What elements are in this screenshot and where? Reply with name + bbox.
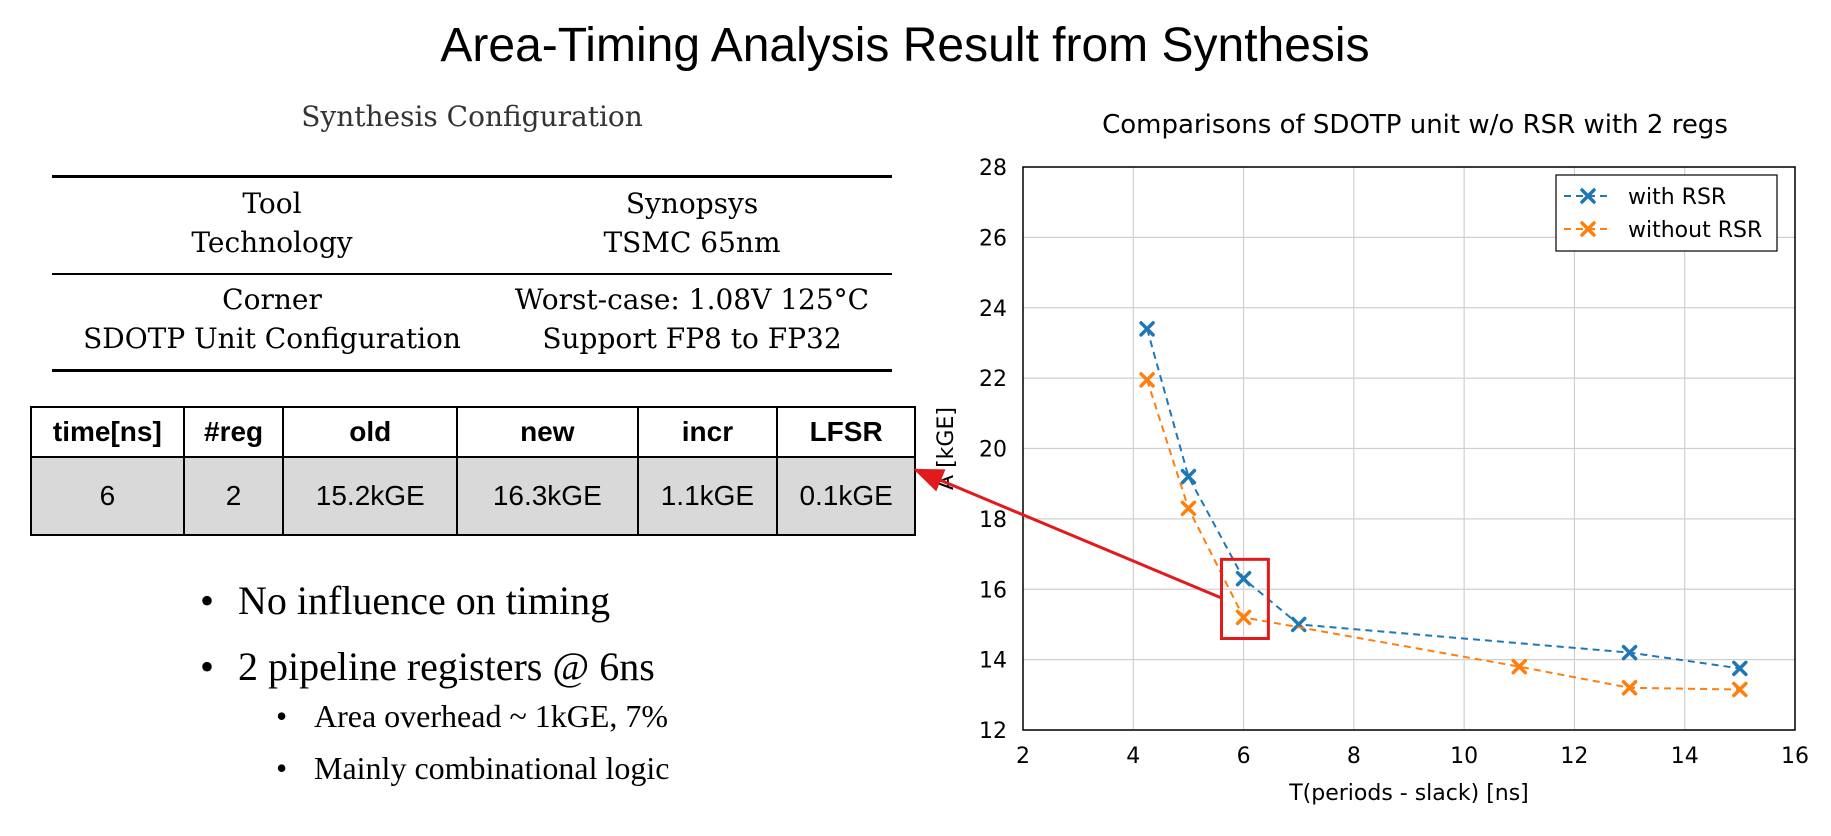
- results-cell-lfsr: 0.1kGE: [776, 456, 916, 536]
- slide-title: Area-Timing Analysis Result from Synthes…: [440, 19, 1370, 72]
- data-point: [1235, 570, 1252, 587]
- config-mid-rule: [52, 273, 892, 275]
- sub-bullet-item: • Mainly combinational logic: [276, 750, 669, 787]
- y-tick-label: 22: [979, 367, 1007, 392]
- results-header-row: time[ns] #reg old new incr LFSR: [30, 406, 916, 458]
- data-point: [1621, 644, 1638, 661]
- bullet-dot-icon: •: [276, 698, 288, 734]
- config-value-technology: TSMC 65nm: [603, 226, 781, 259]
- x-axis-label: T(periods - slack) [ns]: [1288, 781, 1529, 806]
- results-header-incr: incr: [636, 406, 779, 458]
- highlight-arrow: [913, 468, 1223, 600]
- data-point: [1621, 680, 1638, 696]
- y-tick-label: 28: [979, 156, 1007, 181]
- x-tick-label: 2: [1016, 744, 1030, 769]
- results-header-reg: #reg: [182, 406, 285, 458]
- y-tick-label: 18: [979, 508, 1007, 533]
- data-point: [1511, 658, 1528, 675]
- series-line: [1146, 328, 1740, 670]
- results-data-row: 6 2 15.2kGE 16.3kGE 1.1kGE 0.1kGE: [30, 456, 916, 536]
- legend-label: with RSR: [1628, 185, 1726, 210]
- x-tick-label: 16: [1781, 744, 1809, 769]
- results-header-old: old: [282, 406, 459, 458]
- series-without-rsr: [1139, 372, 1748, 698]
- results-cell-new: 16.3kGE: [456, 456, 639, 536]
- y-tick-label: 20: [979, 438, 1007, 463]
- data-point: [1180, 468, 1197, 485]
- results-cell-old: 15.2kGE: [282, 456, 459, 536]
- data-point: [1180, 500, 1197, 517]
- config-label-technology: Technology: [191, 226, 353, 259]
- legend-marker: [1580, 221, 1596, 237]
- config-label-tool: Tool: [242, 187, 302, 220]
- x-tick-label: 14: [1671, 744, 1699, 769]
- x-tick-label: 6: [1237, 744, 1251, 769]
- results-cell-incr: 1.1kGE: [636, 456, 779, 536]
- x-tick-label: 4: [1126, 744, 1140, 769]
- config-top-rule: [52, 175, 892, 178]
- y-tick-label: 14: [979, 649, 1007, 674]
- results-cell-time: 6: [30, 456, 185, 536]
- config-label-sdotp: SDOTP Unit Configuration: [83, 322, 461, 355]
- series-line: [1146, 379, 1740, 691]
- bullet-dot-icon: •: [200, 644, 215, 689]
- x-tick-label: 8: [1347, 744, 1361, 769]
- bullet-text: 2 pipeline registers @ 6ns: [238, 644, 655, 689]
- data-point: [1139, 321, 1155, 337]
- config-label-corner: Corner: [222, 283, 322, 316]
- highlight-box: [1220, 557, 1270, 641]
- y-tick-label: 12: [979, 719, 1007, 744]
- bullet-dot-icon: •: [276, 750, 288, 786]
- chart-legend: with RSR without RSR: [1555, 174, 1778, 252]
- data-point: [1139, 372, 1155, 388]
- y-tick-label: 26: [979, 226, 1007, 251]
- config-caption: Synthesis Configuration: [301, 100, 643, 133]
- bullet-text: No influence on timing: [238, 578, 611, 623]
- sub-bullet-text: Mainly combinational logic: [314, 750, 670, 786]
- chart-title: Comparisons of SDOTP unit w/o RSR with 2…: [1102, 110, 1728, 140]
- results-table: time[ns] #reg old new incr LFSR 6 2 15.2…: [30, 406, 916, 536]
- bullet-item: • No influence on timing: [200, 577, 610, 624]
- data-point: [1732, 660, 1748, 677]
- y-tick-label: 16: [979, 578, 1007, 603]
- bullet-item: • 2 pipeline registers @ 6ns: [200, 643, 655, 690]
- sub-bullet-text: Area overhead ~ 1kGE, 7%: [314, 698, 669, 734]
- config-value-sdotp: Support FP8 to FP32: [542, 322, 842, 355]
- data-point: [1235, 609, 1252, 626]
- legend-label: without RSR: [1628, 218, 1762, 243]
- results-cell-reg: 2: [182, 456, 285, 536]
- legend-box: [1555, 174, 1778, 252]
- config-value-tool: Synopsys: [625, 187, 759, 220]
- plot-frame: [1022, 166, 1796, 731]
- results-header-new: new: [456, 406, 639, 458]
- series-with-rsr: [1139, 321, 1748, 677]
- config-bottom-rule: [52, 369, 892, 372]
- results-header-time: time[ns]: [30, 406, 185, 458]
- config-value-corner: Worst-case: 1.08V 125°C: [514, 283, 870, 316]
- sub-bullet-item: • Area overhead ~ 1kGE, 7%: [276, 698, 668, 735]
- x-tick-label: 12: [1560, 744, 1588, 769]
- y-tick-label: 24: [979, 297, 1007, 322]
- bullet-dot-icon: •: [200, 578, 215, 623]
- x-tick-label: 10: [1450, 744, 1478, 769]
- data-point: [1732, 681, 1748, 698]
- legend-marker: [1580, 188, 1596, 204]
- results-header-lfsr: LFSR: [776, 406, 916, 458]
